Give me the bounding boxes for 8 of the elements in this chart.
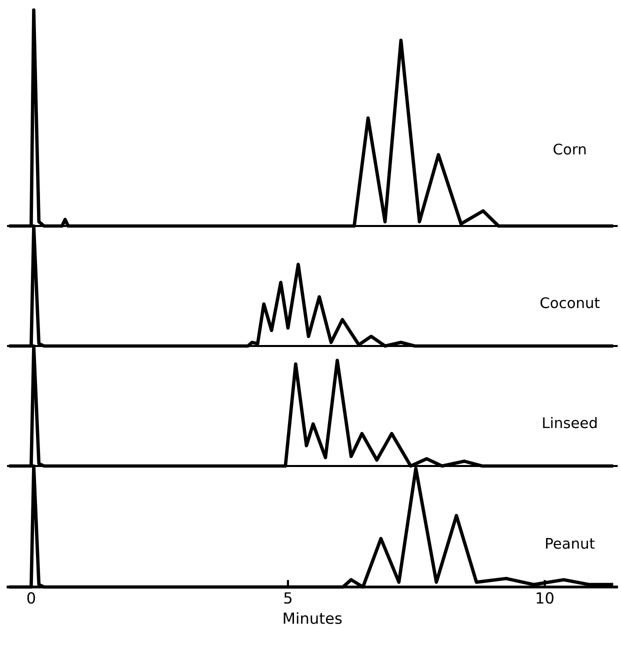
text: Linseed bbox=[543, 416, 597, 428]
text: Peanut bbox=[546, 538, 595, 549]
x-tick-label: 10 bbox=[536, 592, 554, 604]
x-tick-label: 5 bbox=[284, 592, 292, 604]
x-tick-label: 0 bbox=[27, 592, 36, 604]
text: Coconut bbox=[540, 297, 600, 308]
text: Corn bbox=[554, 144, 586, 155]
x-axis-title: Minutes bbox=[284, 612, 342, 624]
